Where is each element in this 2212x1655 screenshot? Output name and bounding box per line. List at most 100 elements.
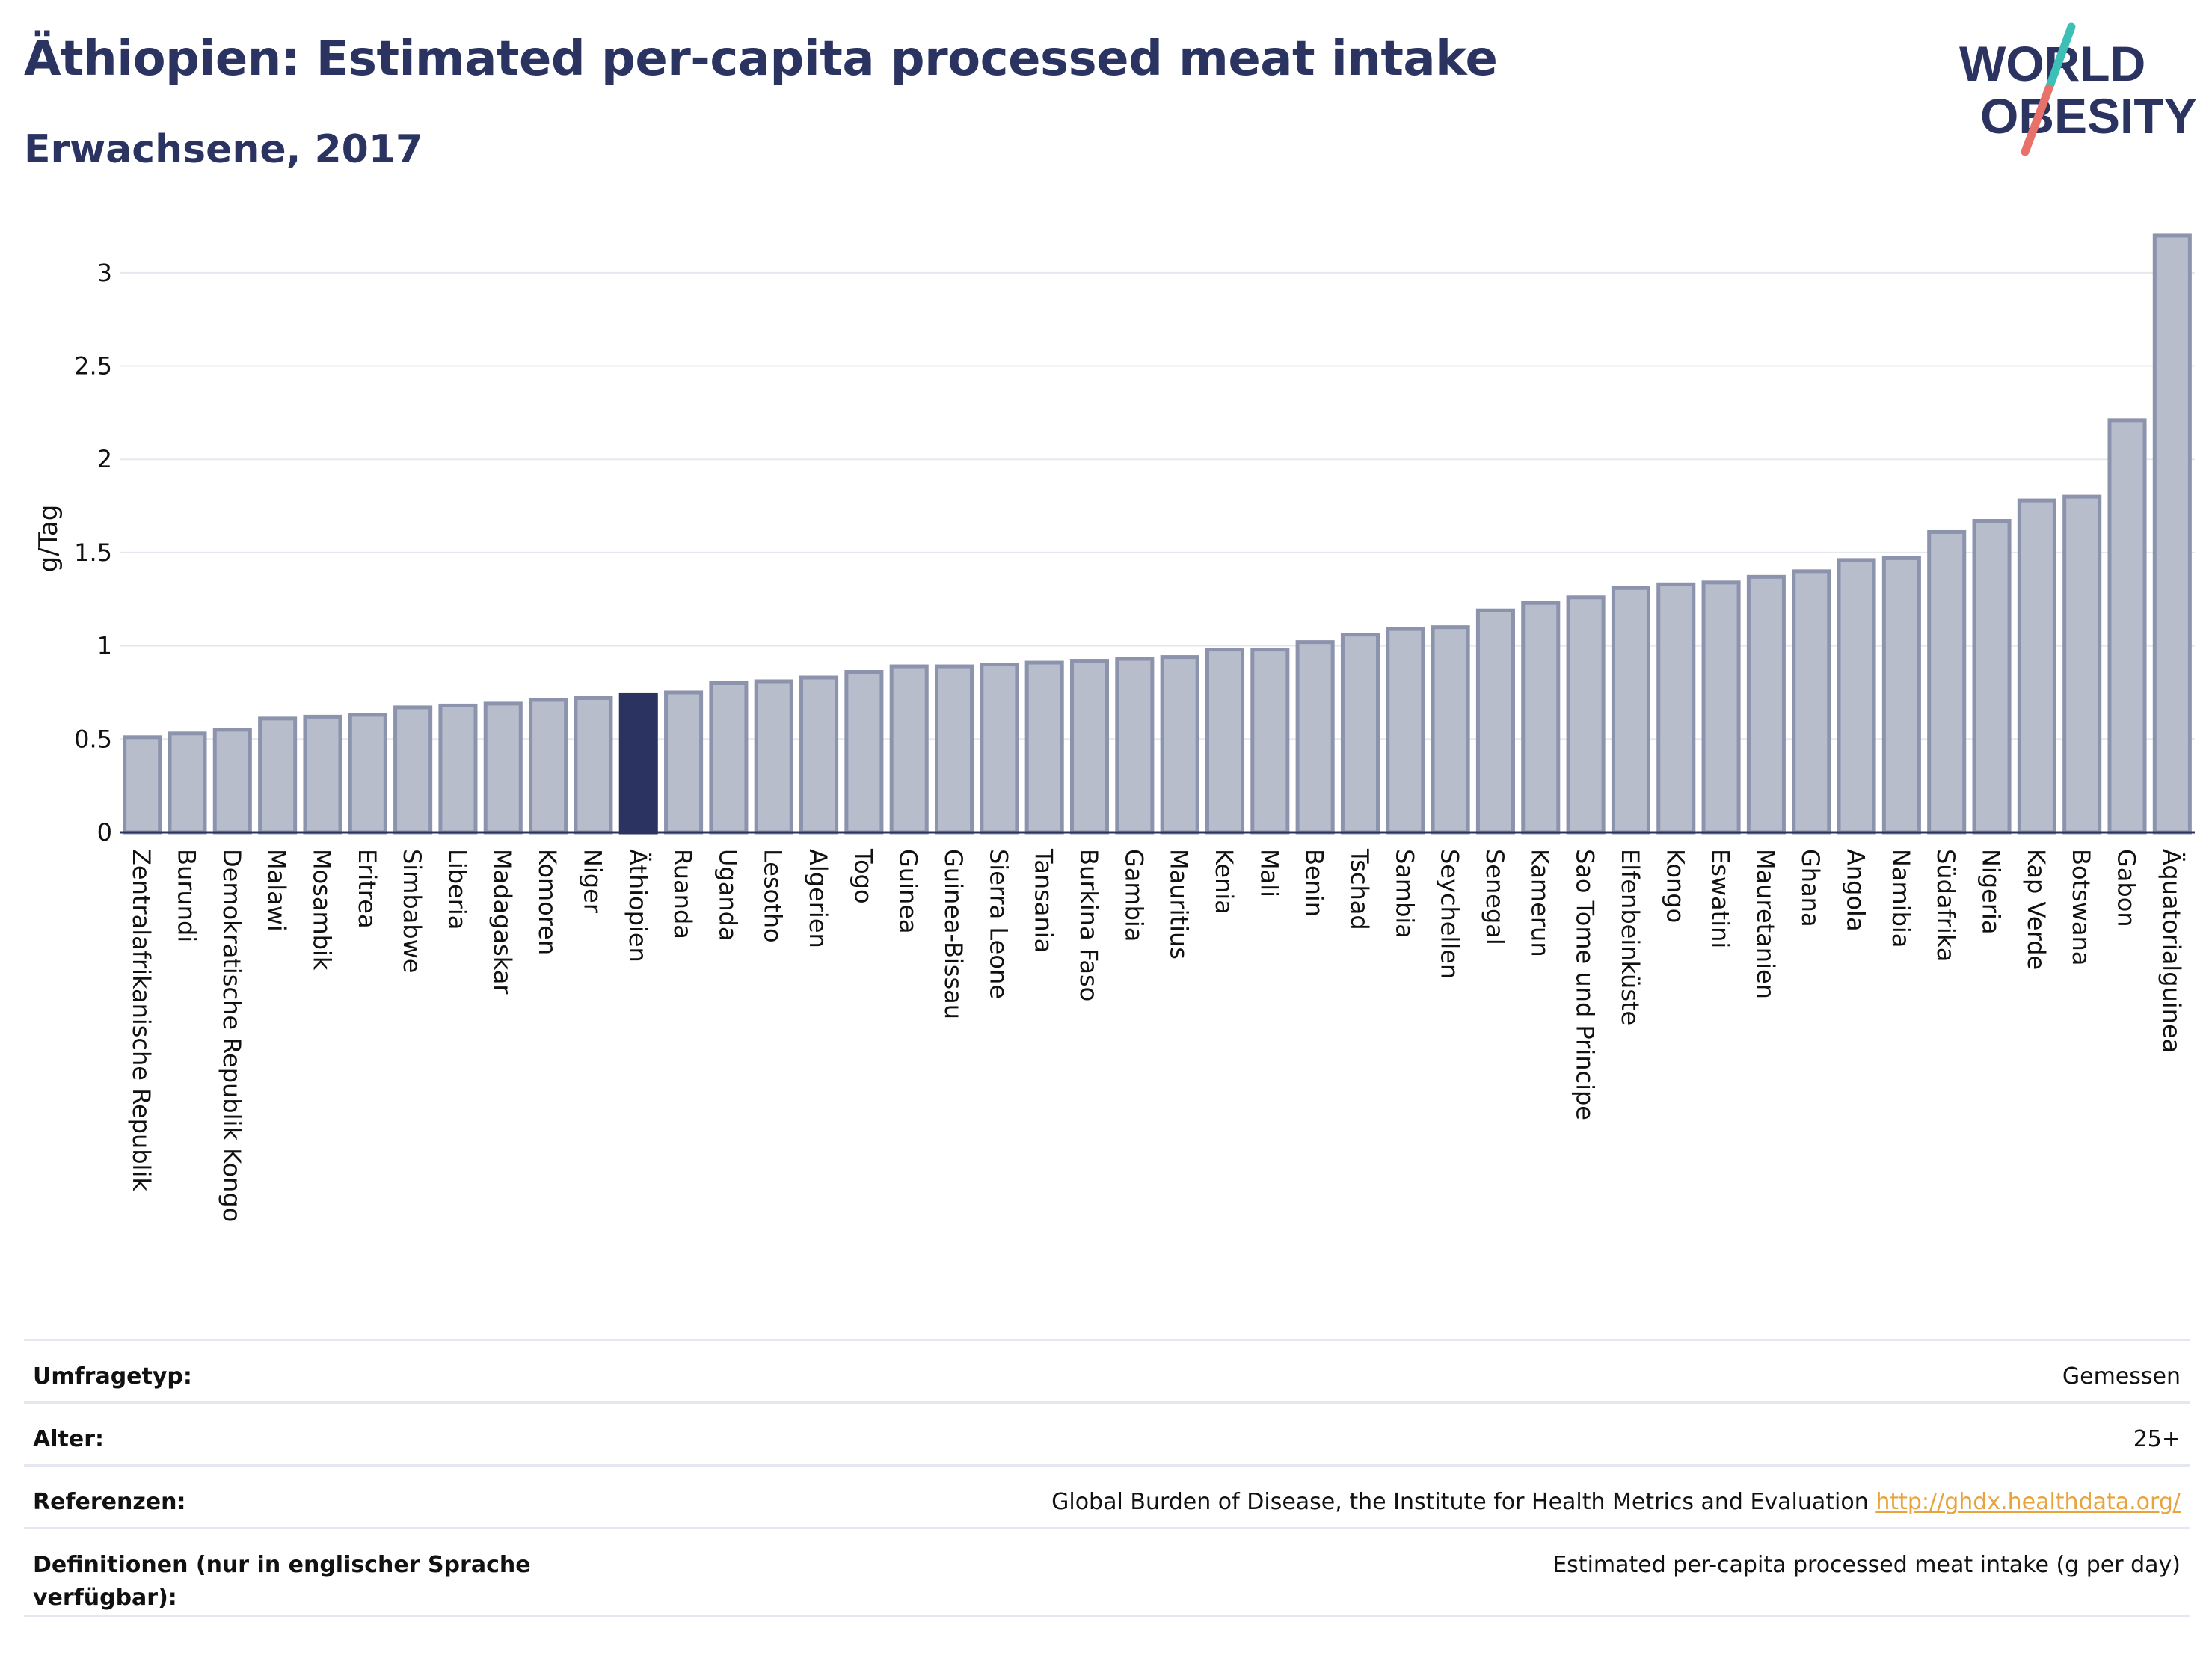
- meta-value: Estimated per-capita processed meat inta…: [1552, 1552, 2181, 1578]
- bar: [1205, 648, 1245, 835]
- bar: [348, 713, 387, 835]
- bar: [1656, 582, 1696, 835]
- reference-link[interactable]: http://ghdx.healthdata.org/: [1875, 1489, 2181, 1515]
- bar: [709, 681, 749, 835]
- bar: [1024, 660, 1064, 835]
- meta-row-survey-type: Umfragetyp: Gemessen: [24, 1339, 2190, 1401]
- meta-key: Referenzen:: [33, 1489, 186, 1515]
- bar: [574, 696, 613, 835]
- bar: [1340, 633, 1380, 835]
- bar: [2152, 233, 2192, 835]
- bar: [1611, 586, 1650, 835]
- bar: [1837, 558, 1876, 835]
- bar: [1746, 574, 1786, 835]
- x-tick-label: Liberia: [443, 849, 471, 930]
- bar: [303, 714, 342, 835]
- y-tick-label: 2.5: [74, 352, 112, 381]
- bar: [123, 735, 162, 835]
- x-tick-label: Sambia: [1390, 849, 1419, 939]
- world-obesity-logo: WORLD OBESITY: [1959, 22, 2197, 156]
- bar: [483, 701, 523, 835]
- x-tick-label: Uganda: [713, 849, 742, 942]
- bar: [980, 663, 1019, 835]
- bar: [1566, 595, 1606, 835]
- x-tick-label: Guinea-Bissau: [939, 849, 968, 1019]
- logo-slash-top: [2044, 22, 2076, 93]
- x-tick-label: Zentralafrikanische Republik: [127, 849, 156, 1191]
- x-tick-label: Äquatorialguinea: [2157, 849, 2186, 1053]
- x-tick-label: Togo: [849, 848, 877, 904]
- bar: [1431, 625, 1470, 835]
- bar-chart: 0 0.5 1 1.5 2 2.5 3 Zentralafrikanische Republi…: [74, 233, 2195, 1222]
- x-tick-label: Mauritius: [1165, 849, 1193, 959]
- bar: [1069, 659, 1110, 835]
- x-tick-label: Tschad: [1345, 848, 1374, 930]
- bar: [1972, 519, 2012, 835]
- logo-slash-bottom: [2021, 84, 2053, 156]
- x-tick-label: Algerien: [804, 849, 832, 948]
- x-tick-label: Ruanda: [669, 849, 697, 939]
- chart-subtitle: Erwachsene, 2017: [24, 127, 423, 172]
- x-tick-label: Mosambik: [307, 849, 336, 971]
- bar: [1881, 556, 1921, 835]
- x-tick-label: Kap Verde: [2022, 849, 2050, 970]
- x-tick-label: Namibia: [1887, 849, 1915, 948]
- x-tick-label: Madagaskar: [488, 849, 517, 995]
- bar: [844, 670, 884, 835]
- meta-key: Alter:: [33, 1426, 104, 1452]
- metadata-table: Umfragetyp: Gemessen Alter: 25+ Referenz…: [24, 1339, 2190, 1617]
- meta-value: 25+: [2133, 1426, 2181, 1452]
- x-tick-label: Komoren: [533, 849, 562, 955]
- x-tick-label: Mauretanien: [1751, 849, 1780, 999]
- x-tick-label: Seychellen: [1436, 849, 1464, 979]
- x-tick-label: Kongo: [1661, 849, 1689, 923]
- bar: [889, 664, 929, 835]
- bar: [2017, 498, 2056, 835]
- x-tick-label: Senegal: [1481, 849, 1509, 945]
- y-tick-label: 1.5: [74, 538, 112, 567]
- bar: [1115, 657, 1155, 835]
- bar: [1521, 601, 1561, 835]
- y-tick-label: 1: [97, 632, 112, 660]
- x-tick-label: Simbabwe: [398, 849, 426, 973]
- y-axis-title-wrap: g/Tag: [34, 505, 64, 573]
- x-tick-label: Malawi: [262, 849, 291, 932]
- meta-value: Global Burden of Disease, the Institute …: [1051, 1489, 1869, 1515]
- x-tick-label: Mali: [1255, 849, 1283, 897]
- x-tick-label: Kamerun: [1526, 849, 1554, 957]
- x-tick-label: Elfenbeinküste: [1616, 849, 1644, 1025]
- meta-row-age: Alter: 25+: [24, 1401, 2190, 1464]
- x-tick-label: Angola: [1842, 849, 1870, 932]
- bar: [1386, 627, 1425, 835]
- bar: [1250, 648, 1290, 835]
- meta-value: Gemessen: [2062, 1363, 2181, 1390]
- x-tick-label: Botswana: [2067, 849, 2095, 965]
- bar: [2107, 418, 2147, 835]
- y-axis-title: g/Tag: [34, 505, 64, 573]
- x-tick-label: Burundi: [172, 849, 200, 942]
- x-tick-label: Sao Tome und Principe: [1571, 849, 1600, 1120]
- y-tick-label: 2: [97, 445, 112, 473]
- y-tick-label: 0.5: [74, 725, 112, 753]
- x-tick-label: Demokratische Republik Kongo: [218, 849, 246, 1222]
- bar: [393, 705, 433, 835]
- y-tick-label: 0: [97, 818, 112, 847]
- x-tick-label: Kenia: [1210, 849, 1238, 915]
- x-tick-label: Tansania: [1030, 848, 1058, 953]
- chart-title: Äthiopien: Estimated per-capita processe…: [24, 31, 1498, 87]
- bar: [1475, 608, 1515, 835]
- x-tick-label: Gambia: [1119, 849, 1148, 942]
- bar: [935, 664, 974, 835]
- x-tick-label: Guinea: [894, 849, 923, 934]
- bar: [754, 679, 793, 835]
- bar: [2062, 494, 2102, 835]
- bar: [438, 703, 478, 835]
- bar: [1927, 529, 1967, 835]
- bar: [1701, 580, 1741, 835]
- x-tick-label: Eritrea: [353, 849, 381, 929]
- x-tick-label: Ghana: [1796, 849, 1825, 927]
- bar: [1792, 569, 1831, 835]
- meta-key: Definitionen (nur in englischer Sprache …: [33, 1552, 531, 1611]
- meta-row-definitions: Definitionen (nur in englischer Sprache …: [24, 1527, 2190, 1617]
- x-tick-label: Gabon: [2113, 849, 2141, 927]
